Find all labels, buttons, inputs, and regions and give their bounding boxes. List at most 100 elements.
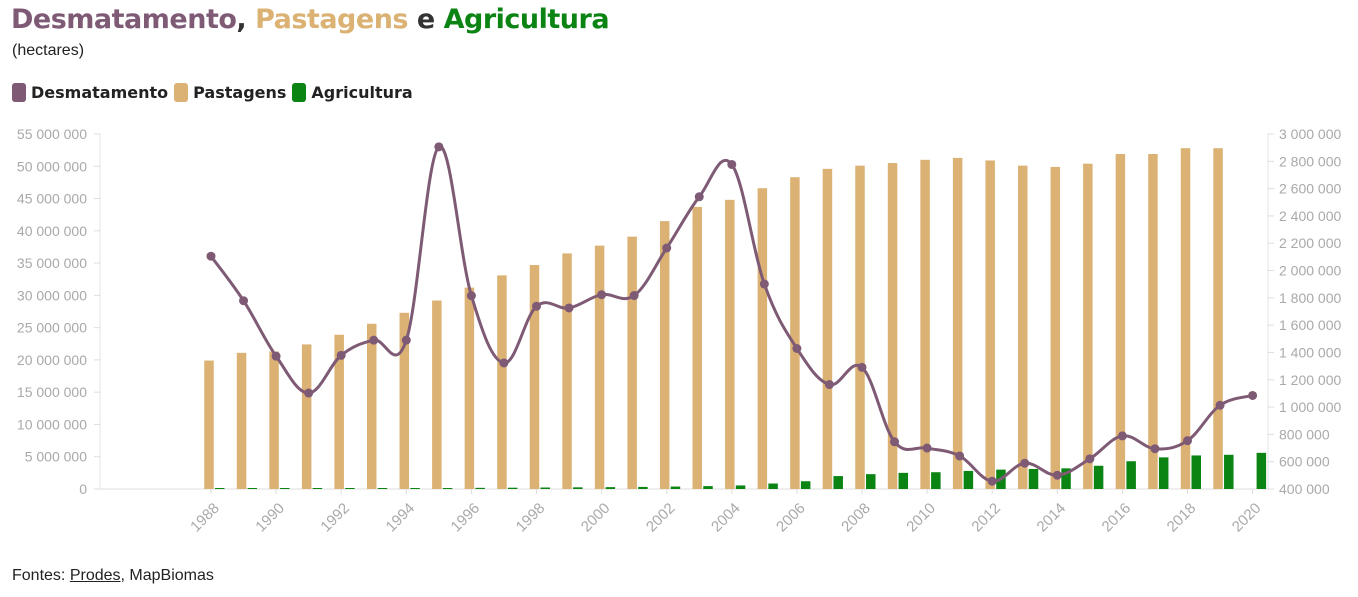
bar-pastagens bbox=[334, 334, 344, 489]
point-desmatamento bbox=[857, 362, 867, 372]
bar-pastagens bbox=[399, 312, 410, 489]
bar-agricultura bbox=[670, 486, 681, 489]
x-tick-label: 2000 bbox=[578, 500, 614, 536]
x-tick-label: 2014 bbox=[1034, 500, 1070, 536]
bar-agricultura bbox=[247, 488, 258, 489]
title-pastagens: Pastagens bbox=[255, 4, 408, 35]
x-tick-label: 2020 bbox=[1229, 500, 1265, 536]
x-tick-label: 1994 bbox=[383, 500, 419, 536]
bar-pastagens bbox=[236, 352, 247, 489]
bar-agricultura bbox=[768, 483, 778, 489]
bar-agricultura bbox=[1093, 465, 1104, 489]
bar-agricultura bbox=[280, 488, 290, 489]
x-tick-label: 1990 bbox=[252, 500, 288, 536]
point-desmatamento bbox=[597, 290, 607, 300]
right-tick-label: 1 800 000 bbox=[1279, 290, 1341, 306]
legend-swatch-pastagens bbox=[174, 83, 189, 102]
point-desmatamento bbox=[922, 443, 932, 453]
point-desmatamento bbox=[1248, 390, 1258, 400]
left-tick-label: 50 000 000 bbox=[17, 158, 87, 174]
legend-item-pastagens[interactable]: Pastagens bbox=[174, 83, 286, 102]
legend-label-desmatamento: Desmatamento bbox=[31, 83, 169, 102]
left-tick-label: 30 000 000 bbox=[17, 287, 87, 303]
bar-agricultura bbox=[898, 472, 909, 489]
bar-pastagens bbox=[692, 206, 702, 489]
legend-item-desmatamento[interactable]: Desmatamento bbox=[12, 83, 168, 102]
bar-agricultura bbox=[605, 487, 616, 489]
title-desmatamento: Desmatamento bbox=[11, 4, 237, 35]
point-desmatamento bbox=[1117, 431, 1127, 441]
legend-label-pastagens: Pastagens bbox=[193, 83, 287, 102]
point-desmatamento bbox=[1020, 458, 1030, 468]
bar-agricultura bbox=[410, 488, 420, 489]
bar-pastagens bbox=[1050, 166, 1061, 489]
bar-pastagens bbox=[367, 323, 377, 489]
point-desmatamento bbox=[466, 291, 476, 301]
point-desmatamento bbox=[564, 303, 574, 313]
right-tick-label: 400 000 bbox=[1279, 481, 1330, 497]
point-desmatamento bbox=[401, 335, 411, 345]
bar-pastagens bbox=[594, 245, 605, 489]
bar-agricultura bbox=[1061, 468, 1071, 489]
bar-agricultura bbox=[931, 472, 941, 489]
bar-pastagens bbox=[1018, 165, 1028, 490]
right-tick-label: 1 600 000 bbox=[1279, 317, 1341, 333]
point-desmatamento bbox=[987, 476, 997, 486]
point-desmatamento bbox=[1085, 454, 1095, 464]
bar-pastagens bbox=[1180, 148, 1191, 489]
right-tick-label: 800 000 bbox=[1279, 426, 1330, 442]
legend-swatch-desmatamento bbox=[12, 83, 26, 102]
bar-agricultura bbox=[1224, 454, 1234, 489]
bar-agricultura bbox=[703, 486, 713, 489]
bar-agricultura bbox=[1191, 455, 1201, 489]
left-tick-label: 55 000 000 bbox=[17, 126, 87, 142]
bar-pastagens bbox=[432, 300, 442, 489]
prodes-link[interactable]: Prodes bbox=[69, 567, 121, 584]
bar-agricultura bbox=[345, 488, 355, 489]
legend: Desmatamento Pastagens Agricultura bbox=[12, 83, 419, 102]
title-separator-2: e bbox=[408, 4, 444, 35]
right-tick-label: 1 000 000 bbox=[1279, 399, 1341, 415]
x-tick-label: 2018 bbox=[1164, 500, 1200, 536]
point-desmatamento bbox=[629, 291, 639, 301]
legend-item-agricultura[interactable]: Agricultura bbox=[292, 83, 413, 102]
point-desmatamento bbox=[662, 243, 672, 253]
bar-pastagens bbox=[562, 253, 572, 489]
bar-agricultura bbox=[507, 487, 518, 489]
bar-pastagens bbox=[887, 163, 898, 489]
bar-agricultura bbox=[377, 488, 388, 489]
left-tick-label: 40 000 000 bbox=[17, 223, 87, 239]
bar-agricultura bbox=[475, 487, 485, 489]
title-separator-1: , bbox=[236, 4, 256, 35]
sources-footer: Fontes: Prodes, MapBiomas bbox=[12, 567, 214, 585]
legend-swatch-agricultura bbox=[292, 83, 307, 102]
x-tick-label: 2008 bbox=[838, 500, 874, 536]
point-desmatamento bbox=[1183, 436, 1192, 446]
bar-agricultura bbox=[312, 488, 323, 489]
bar-pastagens bbox=[529, 265, 540, 489]
bar-pastagens bbox=[204, 360, 214, 489]
x-tick-label: 1992 bbox=[317, 500, 353, 536]
bar-pastagens bbox=[497, 275, 507, 489]
x-tick-label: 1988 bbox=[187, 500, 223, 536]
bar-agricultura bbox=[735, 485, 746, 489]
left-tick-label: 15 000 000 bbox=[17, 384, 87, 400]
point-desmatamento bbox=[694, 192, 704, 202]
left-tick-label: 5 000 000 bbox=[25, 449, 87, 465]
bar-pastagens bbox=[1148, 154, 1158, 489]
bar-pastagens bbox=[920, 159, 930, 489]
bar-pastagens bbox=[627, 236, 637, 489]
point-desmatamento bbox=[206, 251, 216, 261]
right-tick-label: 2 400 000 bbox=[1279, 208, 1341, 224]
right-tick-label: 600 000 bbox=[1279, 454, 1330, 470]
bar-agricultura bbox=[1158, 457, 1169, 489]
x-tick-label: 2016 bbox=[1099, 500, 1135, 536]
point-desmatamento bbox=[239, 296, 249, 306]
point-desmatamento bbox=[792, 344, 802, 354]
sources-suffix: , MapBiomas bbox=[120, 567, 214, 584]
chart-subtitle: (hectares) bbox=[12, 42, 85, 59]
left-tick-label: 20 000 000 bbox=[17, 352, 87, 368]
point-desmatamento bbox=[1215, 400, 1225, 410]
point-desmatamento bbox=[336, 350, 346, 360]
left-tick-label: 25 000 000 bbox=[17, 320, 87, 336]
